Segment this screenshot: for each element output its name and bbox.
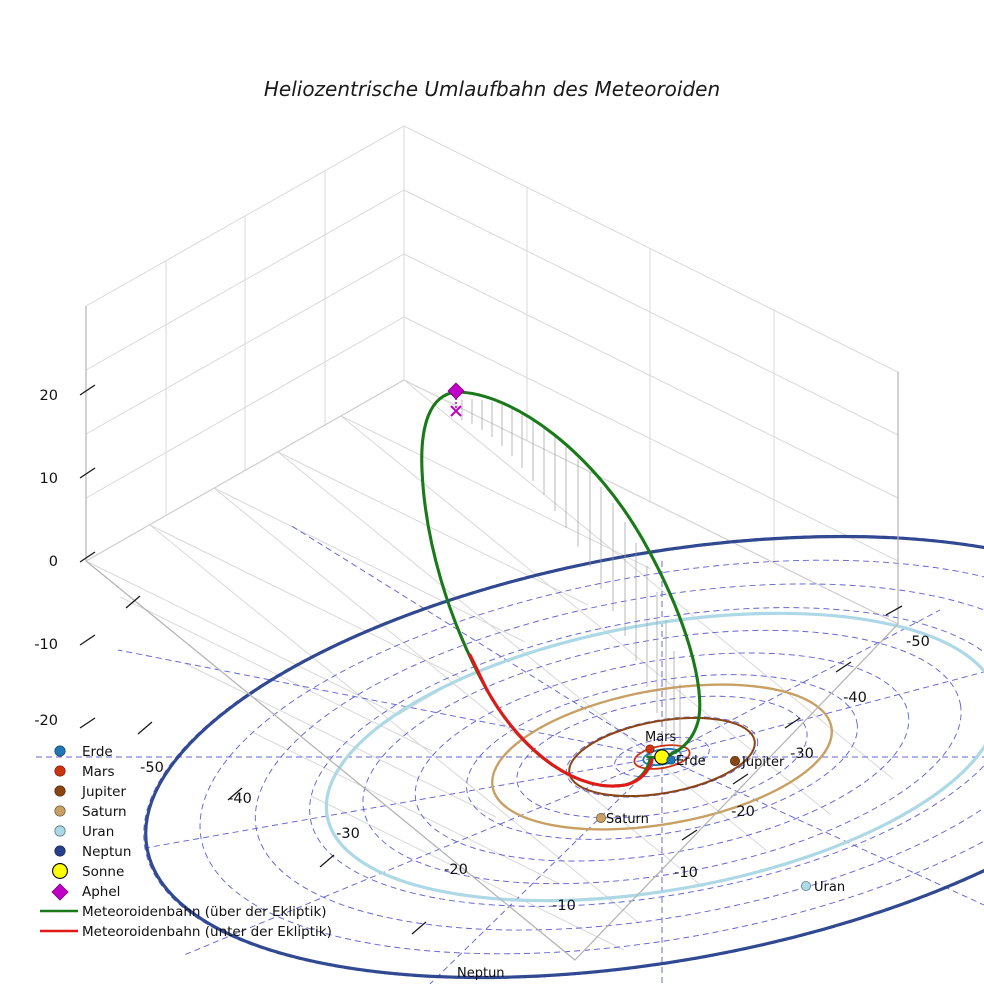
axes-panes bbox=[85, 125, 899, 961]
ecliptic-pane-grid bbox=[85, 379, 894, 961]
x-tick-0: -50 bbox=[140, 760, 164, 776]
marker-jupiter bbox=[730, 756, 740, 766]
orbit-neptun bbox=[144, 534, 984, 980]
z-tick-1: 10 bbox=[40, 471, 58, 487]
legend-label-neptun: Neptun bbox=[82, 844, 131, 860]
meteoroid-orbit-below-ecliptic bbox=[485, 688, 654, 788]
aphel-projection-x-icon bbox=[450, 405, 462, 417]
page-title: Heliozentrische Umlaufbahn des Meteoroid… bbox=[264, 77, 720, 101]
body-labels: Mars Erde Jupiter Saturn Uran Neptun bbox=[457, 730, 845, 981]
body-label-erde: Erde bbox=[676, 754, 706, 769]
body-markers bbox=[596, 744, 812, 892]
legend-label-meteor-below: Meteoroidenbahn (unter der Ekliptik) bbox=[82, 924, 332, 940]
orbit-uran bbox=[324, 611, 984, 903]
legend-label-aphel: Aphel bbox=[82, 884, 120, 900]
body-label-mars: Mars bbox=[645, 730, 677, 745]
legend-marker-sonne bbox=[52, 863, 68, 879]
x-tick-4: -10 bbox=[552, 898, 576, 914]
y-tick-1: -40 bbox=[843, 690, 867, 706]
z-tick-0: 20 bbox=[40, 388, 58, 404]
legend-label-uran: Uran bbox=[82, 824, 114, 840]
body-label-jupiter: Jupiter bbox=[741, 755, 785, 770]
legend-marker-neptun bbox=[54, 845, 66, 857]
legend: Erde Mars Jupiter Saturn Uran Neptun Son… bbox=[40, 744, 332, 940]
legend-marker-saturn bbox=[54, 805, 66, 817]
marker-uran bbox=[801, 881, 812, 892]
legend-marker-uran bbox=[54, 825, 66, 837]
polar-grid bbox=[35, 524, 984, 984]
aphel-group bbox=[447, 382, 465, 417]
y-tick-0: -50 bbox=[906, 634, 930, 650]
legend-label-erde: Erde bbox=[82, 744, 113, 760]
legend-label-meteor-above: Meteoroidenbahn (über der Ekliptik) bbox=[82, 904, 327, 920]
x-tick-3: -20 bbox=[444, 862, 468, 878]
body-label-saturn: Saturn bbox=[606, 812, 649, 827]
legend-label-jupiter: Jupiter bbox=[81, 784, 126, 800]
orbit-droplines bbox=[461, 399, 681, 760]
x-axis-ticks: -50 -40 -30 -20 -10 bbox=[125, 595, 576, 935]
meteoroid-orbit-above-ecliptic bbox=[454, 390, 702, 760]
orbit-mars bbox=[633, 744, 691, 770]
marker-mars bbox=[645, 744, 655, 754]
aphel-diamond-marker bbox=[447, 382, 465, 400]
legend-marker-jupiter bbox=[54, 785, 66, 797]
orbit-saturn bbox=[491, 683, 833, 831]
y-tick-4: -10 bbox=[674, 865, 698, 881]
axis-lines bbox=[85, 306, 899, 961]
body-label-neptun: Neptun bbox=[457, 966, 505, 981]
legend-label-sonne: Sonne bbox=[82, 864, 124, 880]
z-tick-4: -20 bbox=[34, 713, 58, 729]
z-axis-ticks: 20 10 0 -10 -20 bbox=[34, 384, 96, 729]
marker-saturn bbox=[596, 813, 606, 823]
z-tick-3: -10 bbox=[34, 637, 58, 653]
body-label-uran: Uran bbox=[814, 880, 845, 895]
z-tick-2: 0 bbox=[49, 554, 58, 570]
y-tick-2: -30 bbox=[790, 746, 814, 762]
y-tick-3: -20 bbox=[731, 804, 755, 820]
legend-marker-aphel bbox=[51, 883, 69, 901]
meteoroid-orbit-below-ecliptic-tail bbox=[468, 653, 489, 692]
marker-erde bbox=[666, 755, 676, 765]
x-tick-2: -30 bbox=[336, 826, 360, 842]
legend-label-saturn: Saturn bbox=[82, 804, 127, 820]
y-axis-ticks: -50 -40 -30 -20 -10 bbox=[674, 605, 930, 881]
legend-label-mars: Mars bbox=[82, 764, 115, 780]
legend-marker-mars bbox=[54, 765, 66, 777]
x-tick-1: -40 bbox=[228, 791, 252, 807]
legend-marker-erde bbox=[54, 745, 66, 757]
